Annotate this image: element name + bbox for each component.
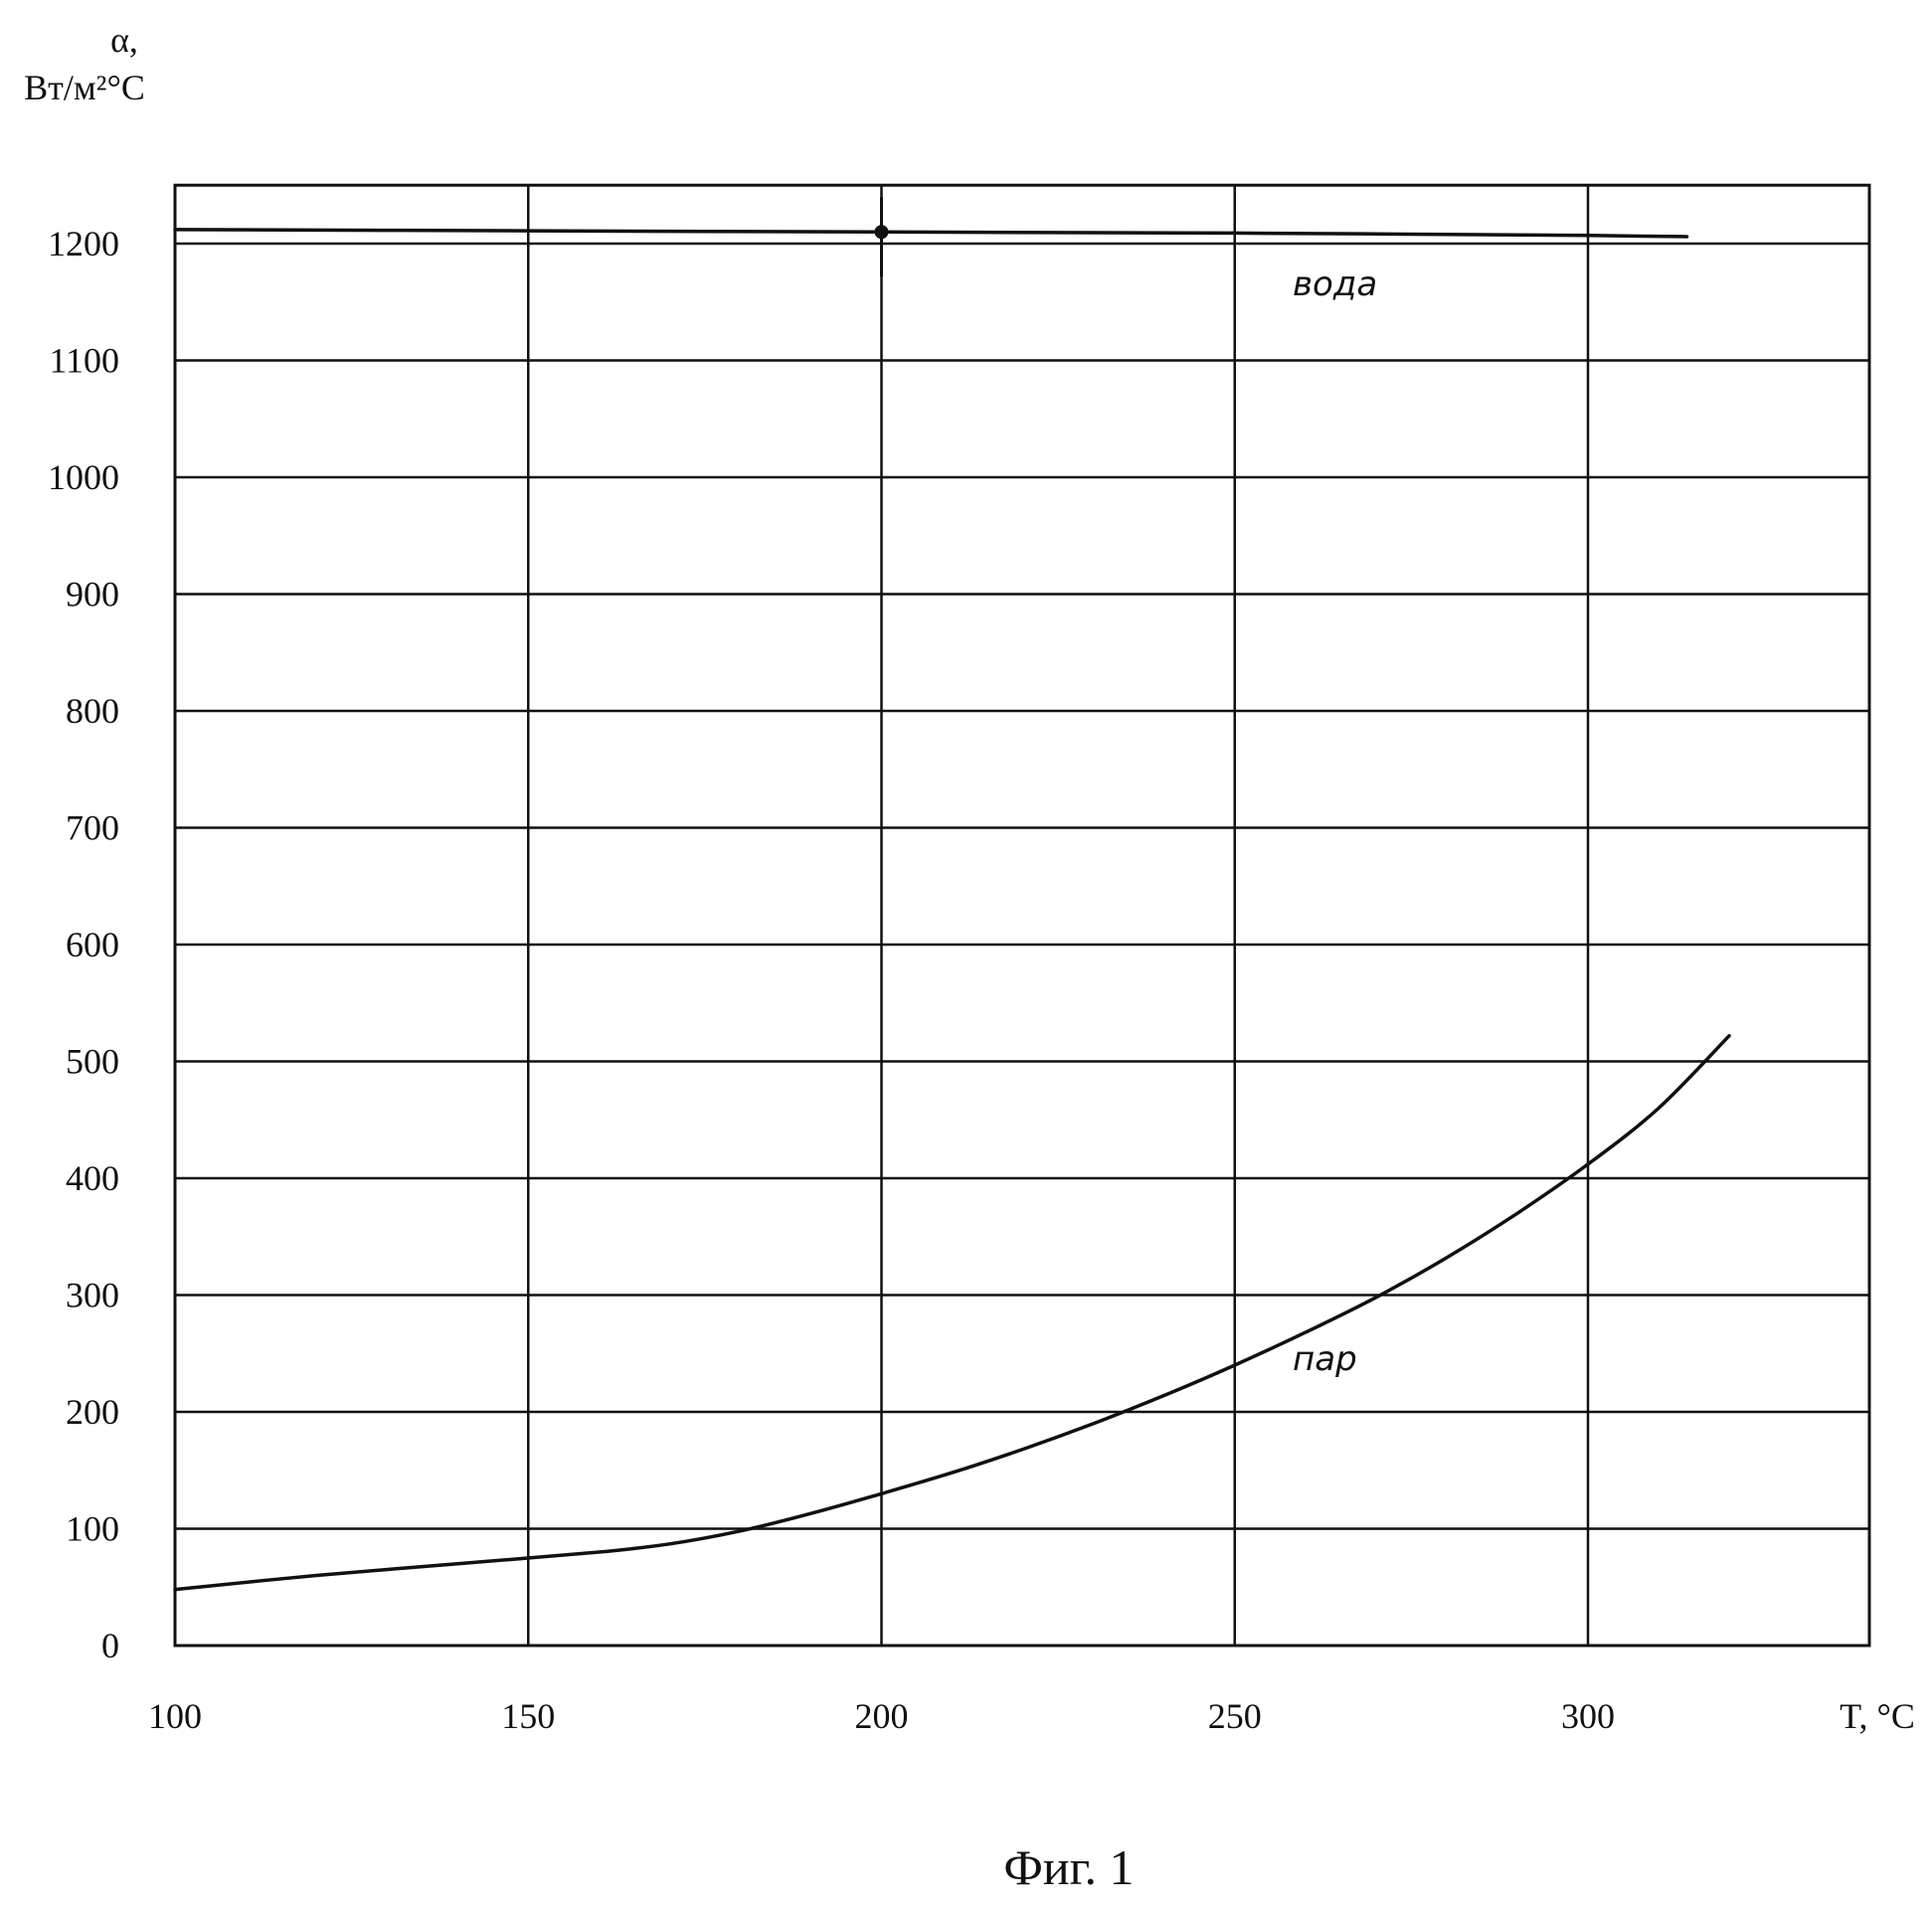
- x-tick-label: 250: [1208, 1696, 1262, 1736]
- grid: [175, 185, 1869, 1646]
- y-tick-label: 300: [66, 1276, 119, 1315]
- y-tick-label: 600: [66, 925, 119, 964]
- series-label-par: пар: [1293, 1339, 1357, 1379]
- series-line-0: [175, 230, 1687, 237]
- y-axis-symbol: α,: [110, 20, 138, 60]
- y-tick-label: 400: [66, 1158, 119, 1198]
- x-axis-label: T, °C: [1840, 1696, 1915, 1736]
- y-tick-label: 1100: [49, 341, 119, 381]
- y-tick-label: 700: [66, 808, 119, 848]
- x-tick-label: 100: [148, 1696, 202, 1736]
- x-tick-label: 300: [1561, 1696, 1615, 1736]
- series-line-1: [175, 1036, 1729, 1590]
- y-tick-label: 900: [66, 575, 119, 614]
- y-axis-units: Вт/м²°С: [24, 68, 145, 107]
- x-tick-label: 150: [501, 1696, 555, 1736]
- y-tick-label: 100: [66, 1509, 119, 1549]
- series-lines: [175, 197, 1729, 1589]
- y-tick-label: 0: [101, 1626, 119, 1665]
- x-tick-label: 200: [855, 1696, 909, 1736]
- series-marker-dot: [875, 225, 889, 239]
- plot-frame: [175, 185, 1869, 1646]
- figure-caption: Фиг. 1: [1003, 1839, 1134, 1895]
- y-tick-label: 1000: [48, 457, 119, 497]
- y-tick-label: 1200: [48, 224, 119, 263]
- series-label-voda: вода: [1293, 264, 1377, 304]
- y-tick-label: 500: [66, 1042, 119, 1082]
- y-tick-label: 800: [66, 691, 119, 731]
- y-tick-label: 200: [66, 1392, 119, 1432]
